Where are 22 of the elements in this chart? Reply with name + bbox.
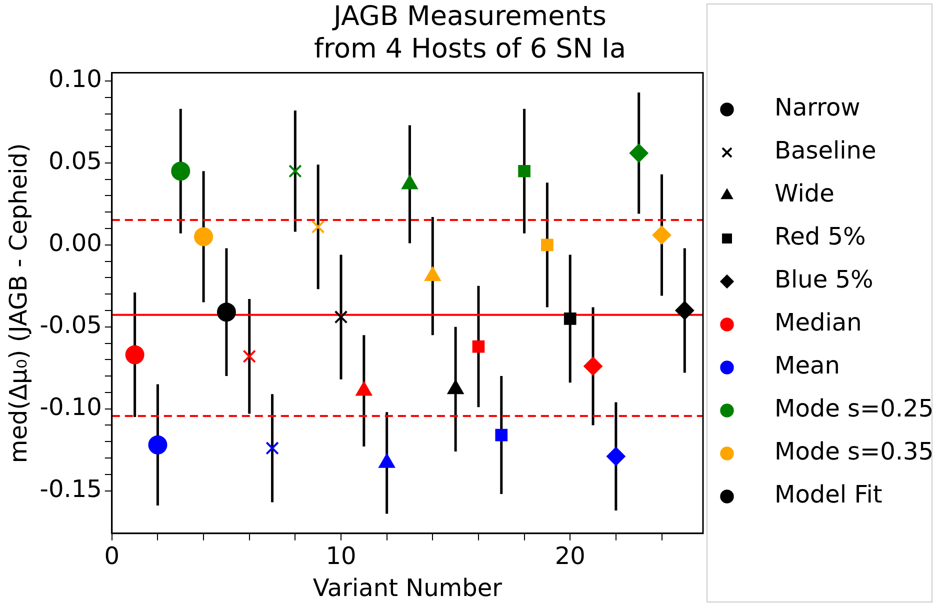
chart-title: JAGB Measurements from 4 Hosts of 6 SN Ia — [314, 1, 626, 65]
y-tick-label: -0.10 — [40, 393, 102, 422]
x-tick-label: 0 — [104, 542, 120, 570]
legend-label: Wide — [744, 180, 834, 208]
legend-label: Median — [744, 308, 862, 337]
x-tick-label: 20 — [554, 542, 586, 570]
legend-label: Red 5% — [744, 222, 866, 251]
legend-label: Mean — [744, 352, 840, 380]
y-tick-label: 0.00 — [48, 229, 102, 258]
legend-label: Baseline — [744, 136, 876, 165]
legend-label: Model Fit — [744, 480, 882, 509]
legend-label: Narrow — [744, 94, 860, 122]
legend-label: Mode s=0.25 — [744, 394, 934, 423]
y-tick-label: -0.15 — [40, 475, 102, 504]
y-tick-label: 0.10 — [48, 65, 102, 94]
y-tick-label: -0.05 — [40, 311, 102, 340]
legend-label: Blue 5% — [744, 266, 874, 294]
y-axis-title: med(Δμ₀) (JAGB - Cepheid) — [4, 143, 33, 464]
x-axis-title: Variant Number — [312, 574, 502, 602]
legend-label: Mode s=0.35 — [744, 438, 934, 466]
y-tick-label: 0.05 — [48, 147, 102, 176]
x-tick-label: 10 — [326, 542, 356, 570]
